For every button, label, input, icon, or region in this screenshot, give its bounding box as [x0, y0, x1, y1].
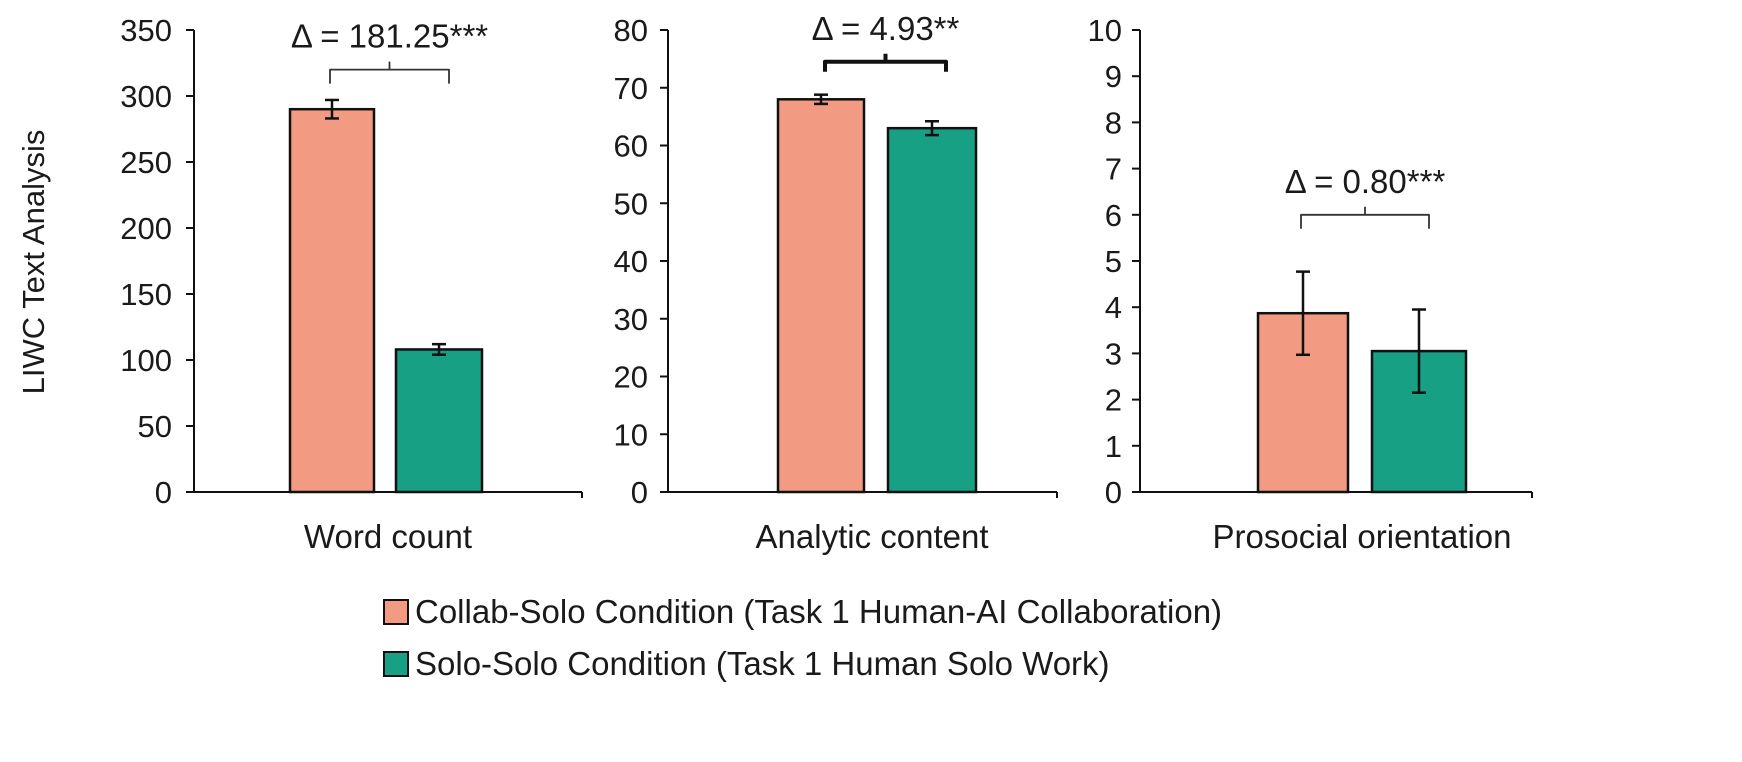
y-tick-label: 350	[120, 13, 172, 48]
error-bar-collab-solo	[1296, 270, 1310, 357]
error-bar-collab-solo	[814, 93, 828, 106]
delta-annotation: Δ = 4.93**	[812, 10, 960, 47]
error-bar-collab-solo	[325, 98, 339, 120]
y-tick-label: 30	[614, 302, 648, 337]
significance-bracket	[823, 53, 948, 72]
legend-label-collab: Collab-Solo Condition (Task 1 Human-AI C…	[415, 593, 1223, 630]
y-tick-label: 8	[1105, 105, 1122, 140]
legend-swatch-solo	[383, 651, 409, 677]
y-tick-label: 50	[138, 409, 172, 444]
y-axis-label: LIWC Text Analysis	[16, 130, 51, 395]
delta-annotation: Δ = 181.25***	[291, 18, 488, 55]
y-tick-label: 0	[631, 475, 648, 510]
panel-2: 0 10 20 30 40 50 60 70 80 Δ = 4.93** Analytic cont…	[614, 10, 1058, 555]
y-tick-label: 7	[1105, 152, 1122, 187]
y-tick-label: 4	[1105, 290, 1122, 325]
error-bar-solo-solo	[925, 119, 939, 137]
legend-swatch-collab	[383, 599, 409, 625]
y-tick-label: 60	[614, 129, 648, 164]
delta-annotation: Δ = 0.80***	[1285, 163, 1446, 200]
error-bar-solo-solo	[1412, 308, 1426, 394]
y-tick-label: 1	[1105, 429, 1122, 464]
y-tick-label: 2	[1105, 383, 1122, 418]
y-tick-label: 10	[614, 417, 648, 452]
y-tick-label: 0	[1105, 475, 1122, 510]
x-axis-label: Prosocial orientation	[1213, 518, 1512, 555]
y-tick-label: 200	[120, 211, 172, 246]
y-tick-label: 5	[1105, 244, 1122, 279]
y-tick-label: 150	[120, 277, 172, 312]
panel-1: 0 50 100 150 200 250 300 350 Δ = 181.25*** Word c…	[120, 13, 583, 555]
y-tick-label: 40	[614, 244, 648, 279]
panel-3: 0 1 2 3 4 5 6 7 8 9 10 Δ = 0.80*** Prosocial orienta…	[1088, 13, 1533, 555]
y-tick-label: 80	[614, 13, 648, 48]
y-tick-label: 20	[614, 360, 648, 395]
y-tick-label: 100	[120, 343, 172, 378]
bar-collab-solo	[288, 107, 376, 494]
y-tick-label: 300	[120, 79, 172, 114]
x-axis-label: Word count	[304, 518, 472, 555]
y-tick-label: 70	[614, 71, 648, 106]
y-tick-label: 3	[1105, 336, 1122, 371]
y-tick-label: 250	[120, 145, 172, 180]
y-tick-label: 50	[614, 186, 648, 221]
error-bar-solo-solo	[432, 342, 446, 356]
x-axis-label: Analytic content	[756, 518, 989, 555]
y-tick-label: 0	[155, 475, 172, 510]
y-tick-label: 9	[1105, 59, 1122, 94]
y-tick-label: 10	[1088, 13, 1122, 48]
bar-solo-solo	[886, 126, 978, 494]
bar-collab-solo	[776, 98, 866, 494]
y-tick-label: 6	[1105, 198, 1122, 233]
significance-bracket	[329, 61, 450, 84]
significance-bracket	[1300, 206, 1430, 229]
bar-solo-solo	[394, 348, 484, 494]
legend-label-solo: Solo-Solo Condition (Task 1 Human Solo W…	[415, 645, 1110, 682]
